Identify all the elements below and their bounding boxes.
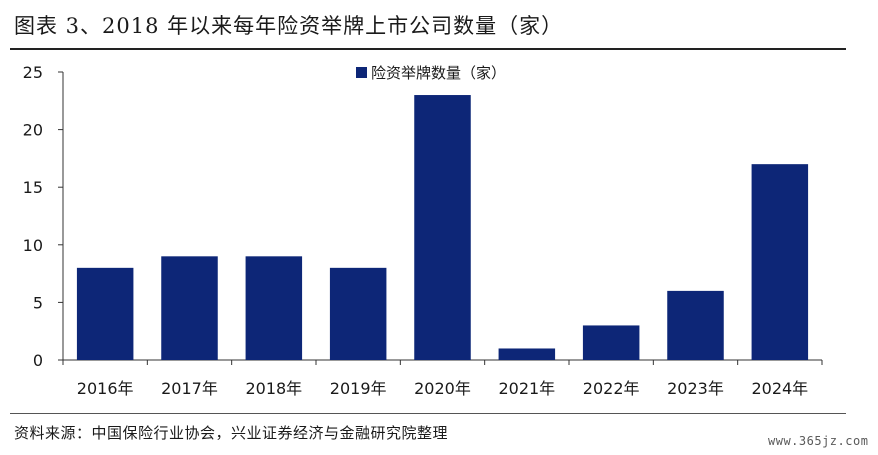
watermark: www.365jz.com <box>768 434 869 448</box>
bar <box>161 256 218 360</box>
legend-swatch <box>356 67 367 78</box>
x-tick-label: 2024年 <box>751 379 808 398</box>
x-tick-label: 2023年 <box>667 379 724 398</box>
y-axis: 0 5 10 15 20 25 <box>23 63 64 370</box>
y-tick-label: 0 <box>33 351 43 370</box>
x-tick-label: 2018年 <box>245 379 302 398</box>
x-tick-label: 2020年 <box>414 379 471 398</box>
bar <box>582 325 640 360</box>
y-tick-label: 15 <box>23 178 43 197</box>
y-tick-label: 20 <box>23 121 43 140</box>
x-tick-label: 2022年 <box>583 379 640 398</box>
bar <box>245 256 303 360</box>
bar-series <box>76 95 809 360</box>
y-tick-label: 10 <box>23 236 43 255</box>
bar <box>329 267 387 360</box>
bar <box>498 348 556 360</box>
x-tick-label: 2016年 <box>77 379 134 398</box>
bar <box>667 290 724 360</box>
source-note: 资料来源：中国保险行业协会，兴业证券经济与金融研究院整理 <box>14 424 449 442</box>
x-tick-label: 2021年 <box>498 379 555 398</box>
x-tick-label: 2019年 <box>330 379 387 398</box>
title-divider <box>10 48 846 50</box>
x-tick-label: 2017年 <box>161 379 218 398</box>
bar <box>751 164 809 360</box>
bar <box>76 267 134 360</box>
bar-chart: 险资举牌数量（家） 0 5 10 15 20 25 2016年 2017年 2018年 2019… <box>23 63 823 398</box>
y-tick-label: 5 <box>33 293 43 312</box>
bar <box>414 95 471 360</box>
y-tick-label: 25 <box>23 63 43 82</box>
x-axis: 2016年 2017年 2018年 2019年 2020年 2021年 2022年 2023年… <box>62 359 823 398</box>
source-divider <box>10 413 846 414</box>
legend-label: 险资举牌数量（家） <box>371 64 506 82</box>
figure-title: 图表 3、2018 年以来每年险资举牌上市公司数量（家） <box>14 14 564 38</box>
chart-legend: 险资举牌数量（家） <box>356 64 506 82</box>
